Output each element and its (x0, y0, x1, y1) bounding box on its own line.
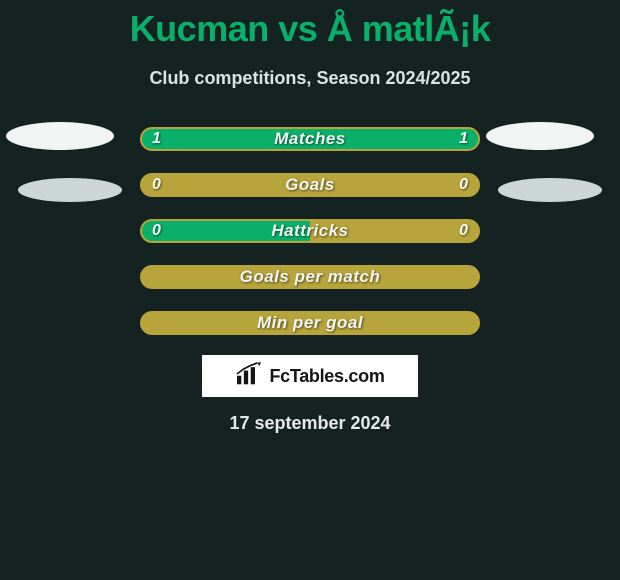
stat-row: 11Matches (140, 127, 480, 151)
stat-label: Hattricks (142, 221, 478, 241)
page-title: Kucman vs Å matlÃ¡k (0, 0, 620, 50)
bar-chart-icon (235, 362, 263, 391)
stats-container: 11Matches 00Goals 00Hattricks Goals per mat… (0, 127, 620, 335)
stat-label: Min per goal (142, 313, 478, 333)
decor-ellipse (498, 178, 602, 202)
date-text: 17 september 2024 (0, 413, 620, 434)
brand-text: FcTables.com (269, 366, 384, 387)
brand-badge: FcTables.com (202, 355, 418, 397)
stat-row: Min per goal (140, 311, 480, 335)
stat-row: 00Goals (140, 173, 480, 197)
stat-label: Goals (142, 175, 478, 195)
decor-ellipse (18, 178, 122, 202)
stat-row: 00Hattricks (140, 219, 480, 243)
stat-row: Goals per match (140, 265, 480, 289)
stat-label: Goals per match (142, 267, 478, 287)
decor-ellipse (6, 122, 114, 150)
decor-ellipse (486, 122, 594, 150)
stat-label: Matches (142, 129, 478, 149)
page-subtitle: Club competitions, Season 2024/2025 (0, 68, 620, 89)
